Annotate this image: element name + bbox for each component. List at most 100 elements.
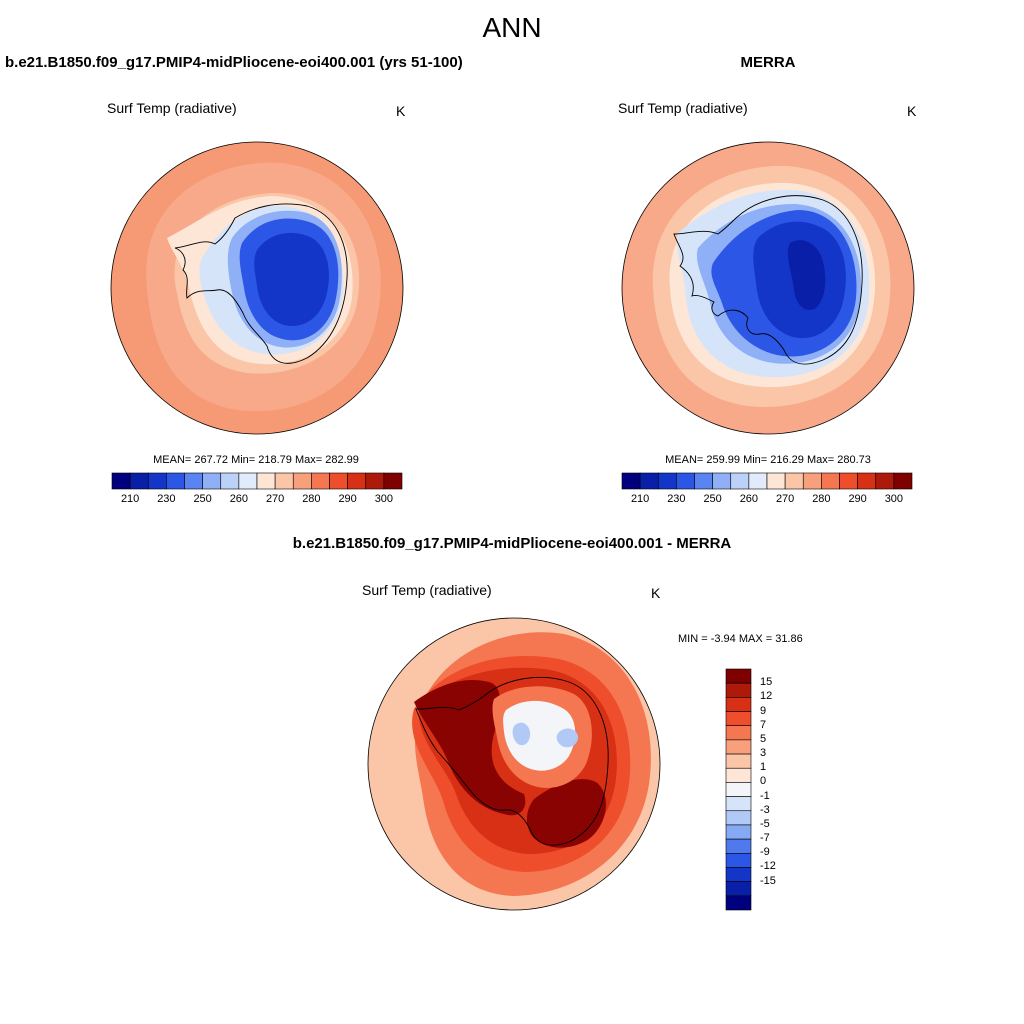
colorbar-swatch xyxy=(725,838,752,854)
colorbar-tick-label: 0 xyxy=(760,775,767,788)
colorbar-tick-label: 12 xyxy=(760,690,773,703)
colorbar-swatch xyxy=(639,472,659,490)
colorbar-swatch xyxy=(725,852,752,868)
colorbar-swatch xyxy=(893,472,913,490)
colorbar-swatch xyxy=(802,472,822,490)
colorbar-tick-label: 3 xyxy=(760,747,767,760)
colorbar-tick-label: 260 xyxy=(739,493,759,505)
panel-3-inner-blue-1 xyxy=(512,722,531,746)
panel-1-map xyxy=(110,141,404,435)
colorbar-swatch xyxy=(329,472,348,490)
panel-3-units: K xyxy=(651,585,661,601)
colorbar-swatch xyxy=(621,472,641,490)
panel-1-title: b.e21.B1850.f09_g17.PMIP4-midPliocene-eo… xyxy=(5,54,463,71)
figure-title: ANN xyxy=(482,12,542,43)
panel-1-colorbar xyxy=(111,472,403,490)
panel-3-map xyxy=(367,617,661,911)
colorbar-swatch xyxy=(725,796,752,812)
panel-3-title: b.e21.B1850.f09_g17.PMIP4-midPliocene-eo… xyxy=(292,535,732,552)
panel-1-colorbar-ticks: 210 230 250 260 270 280 290 300 xyxy=(112,493,402,507)
colorbar-swatch xyxy=(725,782,752,797)
colorbar-swatch xyxy=(857,472,877,490)
colorbar-swatch xyxy=(839,472,858,490)
colorbar-swatch xyxy=(292,472,312,490)
colorbar-tick-label: 210 xyxy=(120,493,140,505)
colorbar-swatch xyxy=(725,682,752,698)
colorbar-swatch xyxy=(875,472,895,490)
panel-2-variable-label: Surf Temp (radiative) xyxy=(618,100,748,116)
panel-2-title: MERRA xyxy=(740,54,796,71)
panel-2-stats: MEAN= 259.99 Min= 216.29 Max= 280.73 xyxy=(665,454,871,466)
colorbar-swatch xyxy=(725,881,752,897)
colorbar-swatch xyxy=(725,767,752,783)
colorbar-tick-label: 280 xyxy=(812,493,831,505)
colorbar-swatch xyxy=(725,824,752,840)
colorbar-swatch xyxy=(725,739,752,755)
colorbar-tick-label: -9 xyxy=(760,846,770,859)
panel-2-land-deepest xyxy=(787,240,826,310)
colorbar-tick-label: 15 xyxy=(760,676,773,689)
colorbar-swatch xyxy=(184,472,203,490)
colorbar-tick-label: -15 xyxy=(760,874,776,887)
colorbar-tick-label: 230 xyxy=(667,493,686,505)
colorbar-swatch xyxy=(725,895,752,911)
panel-3-colorbar xyxy=(725,668,752,911)
colorbar-swatch xyxy=(725,810,752,826)
colorbar-tick-label: 7 xyxy=(760,718,767,731)
colorbar-swatch xyxy=(311,472,330,490)
colorbar-tick-label: 300 xyxy=(884,493,904,505)
panel-1-stats: MEAN= 267.72 Min= 218.79 Max= 282.99 xyxy=(153,454,359,466)
colorbar-swatch xyxy=(129,472,149,490)
panel-1-variable-label: Surf Temp (radiative) xyxy=(107,100,237,116)
colorbar-tick-label: 210 xyxy=(630,493,650,505)
colorbar-swatch xyxy=(147,472,167,490)
colorbar-swatch xyxy=(694,472,713,490)
colorbar-swatch xyxy=(383,472,403,490)
panel-3-inner-white xyxy=(503,700,576,771)
colorbar-tick-label: 5 xyxy=(760,732,767,745)
panel-3-inner-blue-2 xyxy=(556,728,579,748)
panel-3-colorbar-ticks: 15 12 9 7 5 3 1 0 -1 -3 -5 -7 -9 -12 -15 xyxy=(760,669,800,910)
colorbar-swatch xyxy=(676,472,695,490)
colorbar-swatch xyxy=(166,472,185,490)
panel-1-units: K xyxy=(396,103,406,119)
panel-2-map xyxy=(621,141,915,435)
colorbar-swatch xyxy=(766,472,786,490)
colorbar-tick-label: 9 xyxy=(760,704,767,717)
panel-1-coastline xyxy=(174,203,348,364)
colorbar-tick-label: -12 xyxy=(760,860,776,873)
colorbar-tick-label: -1 xyxy=(760,789,770,802)
panel-3-variable-label: Surf Temp (radiative) xyxy=(362,582,492,598)
colorbar-swatch xyxy=(725,697,752,712)
colorbar-swatch xyxy=(784,472,804,490)
colorbar-tick-label: 260 xyxy=(229,493,249,505)
panel-3-stats: MIN = -3.94 MAX = 31.86 xyxy=(678,633,803,645)
colorbar-tick-label: 250 xyxy=(193,493,212,505)
colorbar-tick-label: 290 xyxy=(848,493,867,505)
colorbar-tick-label: 290 xyxy=(338,493,357,505)
colorbar-swatch xyxy=(365,472,385,490)
colorbar-tick-label: 230 xyxy=(157,493,176,505)
colorbar-swatch xyxy=(725,711,752,727)
colorbar-tick-label: 300 xyxy=(374,493,394,505)
panel-2-colorbar-ticks: 210 230 250 260 270 280 290 300 xyxy=(622,493,912,507)
colorbar-tick-label: -7 xyxy=(760,832,770,845)
colorbar-swatch xyxy=(712,472,732,490)
colorbar-tick-label: 280 xyxy=(302,493,321,505)
panel-2-colorbar xyxy=(621,472,913,490)
colorbar-swatch xyxy=(111,472,131,490)
colorbar-swatch xyxy=(748,472,768,490)
colorbar-swatch xyxy=(725,867,752,882)
colorbar-swatch xyxy=(657,472,677,490)
colorbar-swatch xyxy=(256,472,276,490)
colorbar-tick-label: -5 xyxy=(760,817,770,830)
colorbar-swatch xyxy=(725,668,752,684)
colorbar-swatch xyxy=(821,472,840,490)
colorbar-swatch xyxy=(730,472,750,490)
panel-1-land-deep xyxy=(254,232,329,327)
panel-2-units: K xyxy=(907,103,917,119)
panel-3-dark-east xyxy=(526,779,606,848)
colorbar-swatch xyxy=(725,753,752,769)
colorbar-tick-label: 1 xyxy=(760,761,767,774)
colorbar-swatch xyxy=(238,472,258,490)
